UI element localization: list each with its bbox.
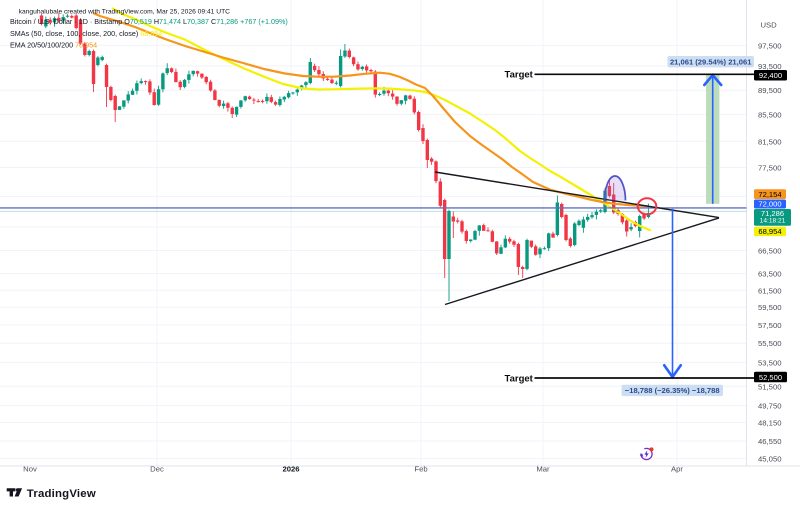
svg-text:52,500: 52,500 [759,373,782,382]
svg-text:46,550: 46,550 [758,437,782,446]
svg-text:72,154: 72,154 [758,190,781,199]
svg-text:77,500: 77,500 [758,164,782,173]
svg-text:93,500: 93,500 [758,62,782,71]
svg-text:66,500: 66,500 [758,247,782,256]
svg-text:57,500: 57,500 [758,321,782,330]
svg-text:Target: Target [505,373,534,384]
svg-text:EMA 20/50/100/200 70,954: EMA 20/50/100/200 70,954 [10,41,97,50]
svg-text:kanguhalubale created with Tra: kanguhalubale created with TradingView.c… [19,8,231,15]
svg-text:61,500: 61,500 [758,286,782,295]
svg-text:68,954: 68,954 [758,227,781,236]
svg-text:48,150: 48,150 [758,418,782,427]
svg-text:USD: USD [761,20,778,29]
svg-text:63,500: 63,500 [758,270,782,279]
svg-text:49,750: 49,750 [758,402,782,411]
svg-text:59,500: 59,500 [758,303,782,312]
svg-text:21,061 (29.54%) 21,061: 21,061 (29.54%) 21,061 [670,57,752,66]
svg-text:45,050: 45,050 [758,455,782,464]
svg-text:14:18:21: 14:18:21 [760,218,786,225]
svg-text:Feb: Feb [414,465,427,474]
svg-text:Nov: Nov [23,465,37,474]
svg-text:Dec: Dec [150,465,164,474]
svg-text:97,500: 97,500 [758,41,782,50]
svg-text:92,400: 92,400 [759,71,782,80]
svg-text:72,000: 72,000 [758,200,781,209]
svg-text:81,500: 81,500 [758,137,782,146]
svg-text:89,500: 89,500 [758,86,782,95]
svg-text:85,500: 85,500 [758,111,782,120]
svg-text:Apr: Apr [671,465,683,474]
svg-text:−18,788 (−26.35%) −18,788: −18,788 (−26.35%) −18,788 [625,386,720,395]
svg-text:2026: 2026 [282,465,299,474]
svg-text:53,500: 53,500 [758,359,782,368]
svg-text:SMAs (50, close, 100, close, 2: SMAs (50, close, 100, close, 200, close)… [10,29,162,38]
svg-text:71,286: 71,286 [761,209,784,218]
svg-text:51,500: 51,500 [758,382,782,391]
svg-text:Target: Target [505,70,534,81]
svg-text:Bitcoin / U.S. Dollar · 1D · B: Bitcoin / U.S. Dollar · 1D · Bitstamp O7… [10,17,288,26]
svg-text:55,500: 55,500 [758,339,782,348]
svg-text:Mar: Mar [536,465,550,474]
svg-text:TradingView: TradingView [27,488,96,500]
